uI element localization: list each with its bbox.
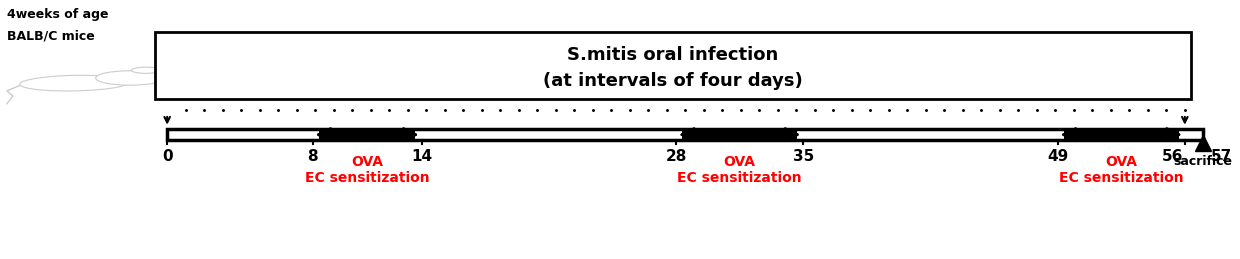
Text: sacrifice: sacrifice — [1173, 155, 1233, 168]
Circle shape — [131, 67, 161, 73]
Text: 28: 28 — [666, 149, 687, 164]
FancyBboxPatch shape — [167, 129, 1203, 140]
Text: 57: 57 — [1211, 149, 1233, 164]
Text: OVA: OVA — [1105, 155, 1137, 169]
Text: 4weeks of age: 4weeks of age — [7, 9, 108, 21]
Text: 49: 49 — [1047, 149, 1068, 164]
Text: 35: 35 — [792, 149, 813, 164]
Text: 14: 14 — [410, 149, 433, 164]
Ellipse shape — [20, 75, 130, 91]
Text: BALB/C mice: BALB/C mice — [7, 29, 94, 42]
Text: 8: 8 — [308, 149, 317, 164]
Text: (at intervals of four days): (at intervals of four days) — [543, 71, 802, 90]
Text: S.mitis oral infection: S.mitis oral infection — [567, 46, 779, 64]
Text: OVA: OVA — [351, 155, 383, 169]
Text: 0: 0 — [162, 149, 172, 164]
Text: EC sensitization: EC sensitization — [1059, 171, 1183, 185]
Text: 56: 56 — [1162, 149, 1183, 164]
Text: EC sensitization: EC sensitization — [305, 171, 429, 185]
FancyBboxPatch shape — [682, 131, 797, 139]
Text: OVA: OVA — [724, 155, 755, 169]
Circle shape — [95, 71, 165, 85]
Text: EC sensitization: EC sensitization — [677, 171, 802, 185]
FancyBboxPatch shape — [319, 131, 415, 139]
FancyBboxPatch shape — [155, 32, 1190, 99]
FancyBboxPatch shape — [1064, 131, 1179, 139]
